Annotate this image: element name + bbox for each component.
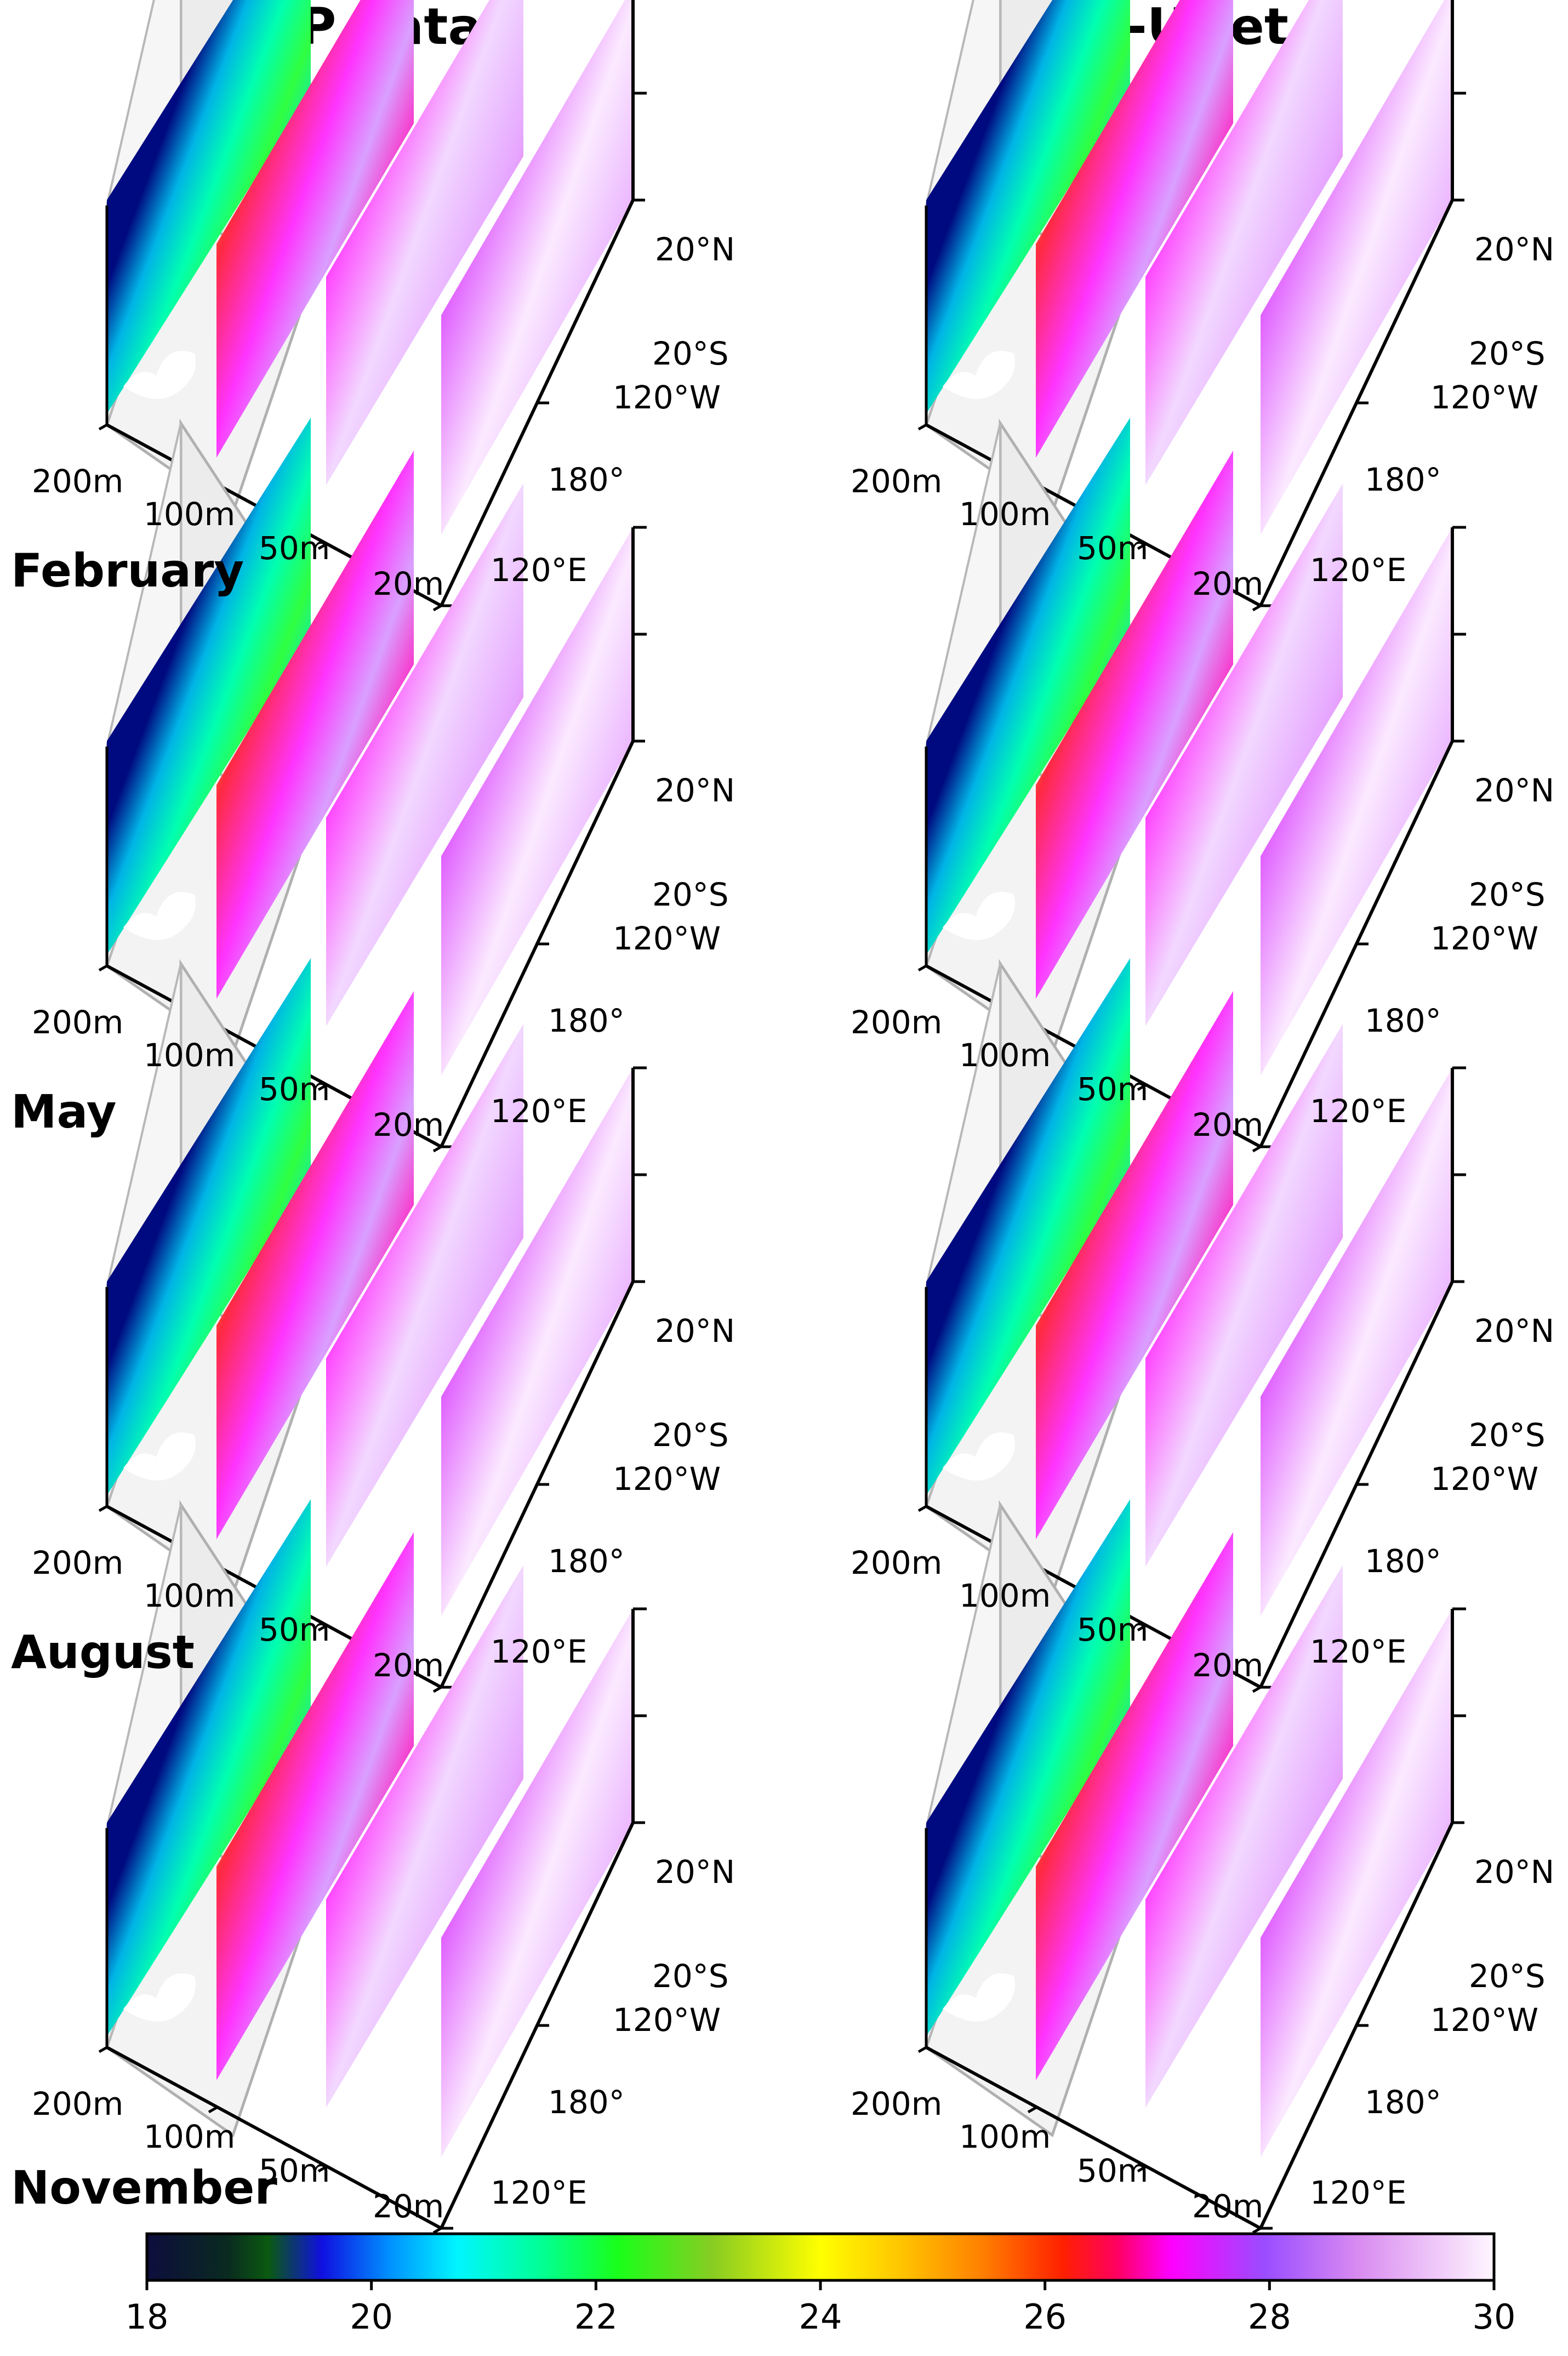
- lat-tick-20n: 20°N: [1474, 1853, 1554, 1891]
- lon-tick-180: 180°: [1365, 1002, 1441, 1039]
- lat-tick-20s: 20°S: [652, 335, 729, 372]
- lon-tick-120e: 120°E: [1310, 1633, 1406, 1670]
- depth-tick-100m: 100m: [959, 1577, 1051, 1614]
- lon-tick-180: 180°: [548, 2084, 625, 2121]
- labels-row-november: 20°N 20°S 120°W 180° 120°E 200m 100m 50m…: [11, 1853, 1554, 2225]
- depth-tick-100m: 100m: [959, 1037, 1051, 1074]
- colorbar-tick-label: 30: [1473, 2297, 1516, 2337]
- lon-tick-120w: 120°W: [1430, 379, 1538, 416]
- row-label-february: February: [11, 544, 244, 597]
- lat-tick-20s: 20°S: [1469, 876, 1546, 913]
- lat-tick-20n: 20°N: [1474, 772, 1554, 809]
- depth-tick-20m: 20m: [1192, 1647, 1263, 1684]
- lon-tick-120e: 120°E: [1310, 1092, 1406, 1130]
- depth-tick-200m: 200m: [32, 463, 123, 500]
- colorbar-tick-label: 26: [1023, 2297, 1067, 2337]
- labels-row-may: 20°N 20°S 120°W 180° 120°E 200m 100m 50m…: [11, 772, 1554, 1143]
- lon-tick-180: 180°: [1365, 1543, 1441, 1580]
- depth-tick-200m: 200m: [851, 2085, 942, 2122]
- depth-tick-50m: 50m: [1077, 1071, 1148, 1108]
- lon-tick-120e: 120°E: [491, 1633, 587, 1670]
- depth-tick-100m: 100m: [144, 2118, 235, 2155]
- depth-tick-100m: 100m: [959, 2118, 1051, 2155]
- lat-tick-20s: 20°S: [1469, 335, 1546, 372]
- depth-tick-20m: 20m: [1192, 1106, 1263, 1143]
- depth-tick-100m: 100m: [959, 496, 1051, 533]
- lon-tick-120e: 120°E: [1310, 2174, 1406, 2211]
- lon-tick-180: 180°: [1365, 2084, 1441, 2121]
- lon-tick-180: 180°: [1365, 461, 1441, 498]
- depth-tick-20m: 20m: [1192, 2188, 1263, 2225]
- lon-tick-120w: 120°W: [613, 2001, 721, 2039]
- depth-tick-100m: 100m: [144, 1037, 235, 1074]
- depth-tick-50m: 50m: [259, 530, 330, 567]
- lon-tick-120w: 120°W: [1430, 920, 1538, 957]
- colorbar-tick-label: 24: [799, 2297, 842, 2337]
- colorbar-ticks: 18 20 22 24 26 28 30: [126, 2280, 1516, 2337]
- colorbar-tick-label: 20: [350, 2297, 393, 2337]
- row-label-november: November: [11, 2161, 277, 2215]
- depth-tick-50m: 50m: [259, 2152, 330, 2189]
- depth-tick-200m: 200m: [32, 1544, 123, 1581]
- lat-tick-20n: 20°N: [1474, 1312, 1554, 1350]
- lat-tick-20n: 20°N: [655, 1312, 735, 1350]
- lon-tick-120w: 120°W: [613, 1460, 721, 1498]
- lon-tick-120e: 120°E: [491, 1092, 587, 1130]
- depth-tick-50m: 50m: [259, 1071, 330, 1108]
- depth-tick-50m: 50m: [1077, 1611, 1148, 1648]
- depth-tick-20m: 20m: [373, 1106, 444, 1143]
- depth-tick-200m: 200m: [851, 1544, 942, 1581]
- row-label-august: August: [11, 1625, 195, 1679]
- lon-tick-120w: 120°W: [613, 920, 721, 957]
- lon-tick-120w: 120°W: [1430, 2001, 1538, 2039]
- colorbar-tick-label: 18: [126, 2297, 169, 2337]
- colorbar: 18 20 22 24 26 28 30: [126, 2232, 1516, 2337]
- labels-row-february: 20°N 20°S 120°W 180° 120°E 200m 100m 50m…: [11, 231, 1554, 602]
- depth-tick-20m: 20m: [1192, 565, 1263, 602]
- depth-tick-50m: 50m: [1077, 530, 1148, 567]
- lon-tick-120w: 120°W: [1430, 1460, 1538, 1498]
- lon-tick-120e: 120°E: [491, 2174, 587, 2211]
- lon-tick-120e: 120°E: [491, 551, 587, 589]
- depth-tick-200m: 200m: [32, 2085, 123, 2122]
- depth-tick-200m: 200m: [32, 1004, 123, 1041]
- colorbar-tick-label: 28: [1248, 2297, 1291, 2337]
- depth-tick-20m: 20m: [373, 1647, 444, 1684]
- depth-tick-100m: 100m: [144, 1577, 235, 1614]
- depth-tick-50m: 50m: [259, 1611, 330, 1648]
- lat-tick-20n: 20°N: [655, 1853, 735, 1891]
- labels-row-august: 20°N 20°S 120°W 180° 120°E 200m 100m 50m…: [11, 1312, 1554, 1684]
- lon-tick-180: 180°: [548, 1002, 625, 1039]
- lat-tick-20n: 20°N: [655, 231, 735, 268]
- depth-tick-200m: 200m: [851, 463, 942, 500]
- depth-tick-20m: 20m: [373, 565, 444, 602]
- lat-tick-20n: 20°N: [1474, 231, 1554, 268]
- depth-tick-100m: 100m: [144, 496, 235, 533]
- lat-tick-20s: 20°S: [1469, 1416, 1546, 1454]
- lat-tick-20s: 20°S: [652, 876, 729, 913]
- lon-tick-180: 180°: [548, 461, 625, 498]
- lon-tick-180: 180°: [548, 1543, 625, 1580]
- lat-tick-20n: 20°N: [655, 772, 735, 809]
- lon-tick-120w: 120°W: [613, 379, 721, 416]
- lat-tick-20s: 20°S: [652, 1957, 729, 1995]
- lat-tick-20s: 20°S: [652, 1416, 729, 1454]
- depth-tick-50m: 50m: [1077, 2152, 1148, 2189]
- colorbar-tick-label: 22: [574, 2297, 618, 2337]
- row-label-may: May: [11, 1085, 116, 1139]
- depth-tick-20m: 20m: [373, 2188, 444, 2225]
- depth-tick-200m: 200m: [851, 1004, 942, 1041]
- lat-tick-20s: 20°S: [1469, 1957, 1546, 1995]
- lon-tick-120e: 120°E: [1310, 551, 1406, 589]
- colorbar-gradient: [145, 2232, 1496, 2282]
